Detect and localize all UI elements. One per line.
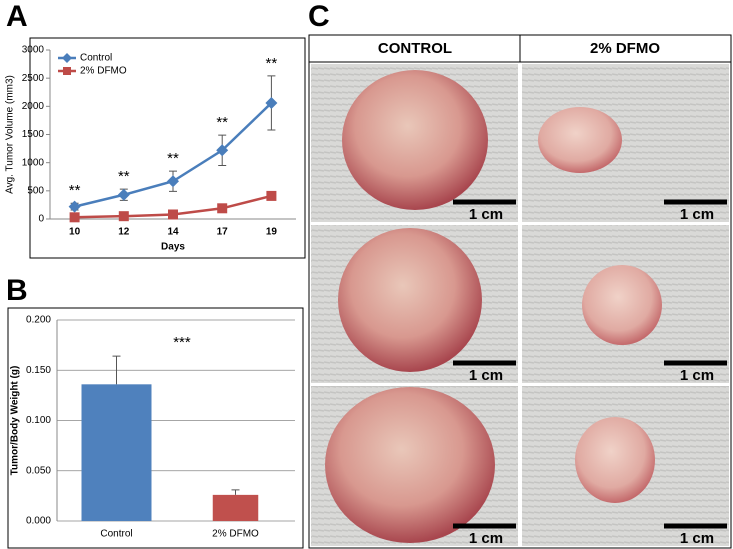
scale-label: 1 cm	[680, 206, 714, 223]
scale-label: 1 cm	[469, 206, 503, 223]
x-tick-label: 14	[167, 227, 179, 238]
legend-marker	[62, 53, 72, 63]
panel-label: B	[6, 274, 28, 307]
tumor	[342, 70, 488, 210]
x-tick-label: 19	[266, 227, 278, 238]
tumor	[575, 417, 655, 503]
marker	[118, 211, 129, 222]
panel-label: A	[6, 0, 28, 33]
scale-label: 1 cm	[469, 367, 503, 384]
x-tick-label: 2% DFMO	[212, 529, 259, 540]
x-tick-label: Control	[100, 529, 132, 540]
annotation: ***	[173, 334, 191, 351]
x-axis-label: Days	[161, 242, 185, 253]
marker	[117, 188, 130, 201]
chart-frame	[7, 307, 304, 549]
marker	[167, 175, 179, 188]
annotation: **	[216, 114, 228, 131]
x-tick-label: 17	[217, 227, 229, 238]
marker	[69, 212, 80, 223]
y-tick-label: 2000	[22, 101, 45, 112]
y-axis-label: Avg. Tumor Volume (mm3)	[5, 75, 16, 194]
column-header: CONTROL	[378, 40, 452, 57]
y-tick-label: 0.050	[26, 465, 51, 476]
tumor	[325, 387, 495, 543]
legend-label: 2% DFMO	[80, 66, 127, 77]
tumor	[582, 265, 662, 345]
annotation: **	[118, 168, 130, 185]
scale-label: 1 cm	[469, 530, 503, 547]
y-tick-label: 0.200	[26, 315, 51, 326]
y-tick-label: 1000	[22, 157, 45, 168]
marker	[217, 203, 228, 214]
annotation: **	[167, 150, 179, 167]
marker	[265, 96, 278, 109]
marker	[68, 200, 81, 213]
annotation: **	[69, 182, 81, 199]
y-axis-label: Tumor/Body Weight (g)	[10, 366, 21, 476]
x-tick-label: 10	[69, 227, 81, 238]
marker	[266, 190, 277, 201]
y-tick-label: 1500	[22, 129, 45, 140]
marker	[216, 144, 229, 157]
y-tick-label: 0.150	[26, 365, 51, 376]
bar	[212, 494, 259, 521]
tumor	[538, 107, 622, 173]
error-bar	[112, 355, 121, 385]
y-tick-label: 0.100	[26, 415, 51, 426]
scale-label: 1 cm	[680, 367, 714, 384]
scale-label: 1 cm	[680, 530, 714, 547]
y-tick-label: 2500	[22, 73, 45, 84]
y-tick-label: 500	[27, 185, 44, 196]
x-tick-label: 12	[118, 227, 130, 238]
marker	[168, 209, 178, 220]
bar	[81, 384, 152, 521]
column-header: 2% DFMO	[590, 40, 660, 57]
y-tick-label: 0	[38, 214, 44, 225]
panel-label: C	[308, 0, 330, 33]
y-tick-label: 3000	[22, 45, 45, 56]
tumor	[338, 228, 482, 372]
chart-frame	[29, 37, 306, 259]
annotation: **	[266, 55, 278, 72]
legend-label: Control	[80, 53, 112, 64]
legend-marker	[63, 67, 71, 75]
y-tick-label: 0.000	[26, 516, 51, 527]
error-bar	[231, 489, 240, 495]
